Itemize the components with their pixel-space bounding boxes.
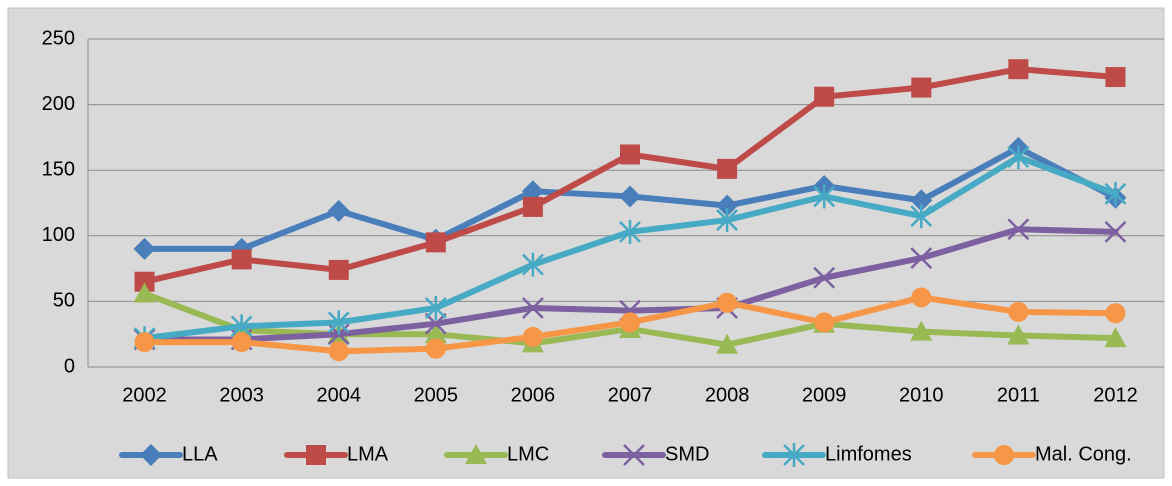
x-tick-label: 2002 xyxy=(122,384,167,406)
legend-marker xyxy=(465,444,487,464)
point-marker xyxy=(424,295,447,320)
point-marker xyxy=(522,297,544,319)
point-marker xyxy=(231,332,252,353)
point-marker xyxy=(911,287,932,308)
point-marker xyxy=(134,332,155,353)
y-tick-label: 0 xyxy=(64,355,75,377)
point-marker xyxy=(133,282,156,303)
point-marker xyxy=(911,77,932,98)
point-marker xyxy=(133,237,156,260)
point-marker xyxy=(424,323,447,344)
point-marker xyxy=(522,326,543,347)
point-marker xyxy=(813,184,836,209)
point-marker xyxy=(1104,181,1127,206)
legend-label: Mal. Cong. xyxy=(1035,443,1132,465)
x-tick-label: 2006 xyxy=(511,384,556,406)
point-marker xyxy=(230,237,253,260)
y-tick-label: 200 xyxy=(42,93,75,115)
x-tick-label: 2004 xyxy=(316,384,361,406)
point-marker xyxy=(910,320,933,341)
point-marker xyxy=(1007,324,1030,345)
point-marker xyxy=(1105,67,1126,88)
point-marker xyxy=(619,219,641,244)
point-marker xyxy=(328,341,349,362)
point-marker xyxy=(620,144,640,165)
point-marker xyxy=(814,86,835,107)
point-marker xyxy=(327,199,350,222)
point-marker xyxy=(619,185,641,208)
point-marker xyxy=(716,208,738,233)
legend-label: LLA xyxy=(182,443,218,465)
x-tick-label: 2012 xyxy=(1093,384,1138,406)
point-marker xyxy=(231,249,252,270)
point-marker xyxy=(134,271,155,292)
x-tick-label: 2011 xyxy=(997,384,1040,406)
point-marker xyxy=(425,338,446,359)
point-marker xyxy=(717,158,738,179)
legend-marker xyxy=(140,444,162,466)
legend-label: Limfomes xyxy=(825,443,912,465)
legend-marker xyxy=(994,445,1014,465)
point-marker xyxy=(424,312,447,335)
point-marker xyxy=(1007,218,1030,241)
point-marker xyxy=(327,310,350,335)
y-tick-label: 150 xyxy=(42,158,75,180)
point-marker xyxy=(425,232,446,253)
y-tick-label: 50 xyxy=(53,290,75,312)
point-marker xyxy=(620,312,640,333)
point-marker xyxy=(910,189,933,212)
x-tick-label: 2009 xyxy=(802,384,847,406)
point-marker xyxy=(1008,301,1029,322)
legend-label: SMD xyxy=(665,443,709,465)
point-marker xyxy=(910,204,933,229)
chart-background xyxy=(7,7,1165,479)
legend-label: LMA xyxy=(347,443,389,465)
legend-marker xyxy=(783,443,805,467)
legend-marker xyxy=(623,444,645,466)
point-marker xyxy=(1105,303,1126,324)
point-marker xyxy=(1008,59,1029,80)
point-marker xyxy=(1007,145,1030,170)
x-tick-label: 2007 xyxy=(608,384,653,406)
point-marker xyxy=(522,252,544,277)
point-marker xyxy=(521,180,544,203)
point-marker xyxy=(716,194,739,217)
x-tick-label: 2005 xyxy=(414,384,459,406)
point-marker xyxy=(716,333,739,354)
x-tick-label: 2008 xyxy=(705,384,750,406)
point-marker xyxy=(813,266,836,289)
y-tick-label: 100 xyxy=(42,224,75,246)
point-marker xyxy=(814,312,835,333)
point-marker xyxy=(1104,327,1127,348)
point-marker xyxy=(522,196,543,217)
legend-marker xyxy=(306,445,326,465)
legend-label: LMC xyxy=(507,443,549,465)
point-marker xyxy=(328,259,349,280)
y-tick-label: 250 xyxy=(42,27,75,49)
x-tick-label: 2003 xyxy=(219,384,264,406)
point-marker xyxy=(1104,220,1127,243)
x-tick-label: 2010 xyxy=(899,384,944,406)
point-marker xyxy=(910,247,933,269)
point-marker xyxy=(717,292,738,313)
